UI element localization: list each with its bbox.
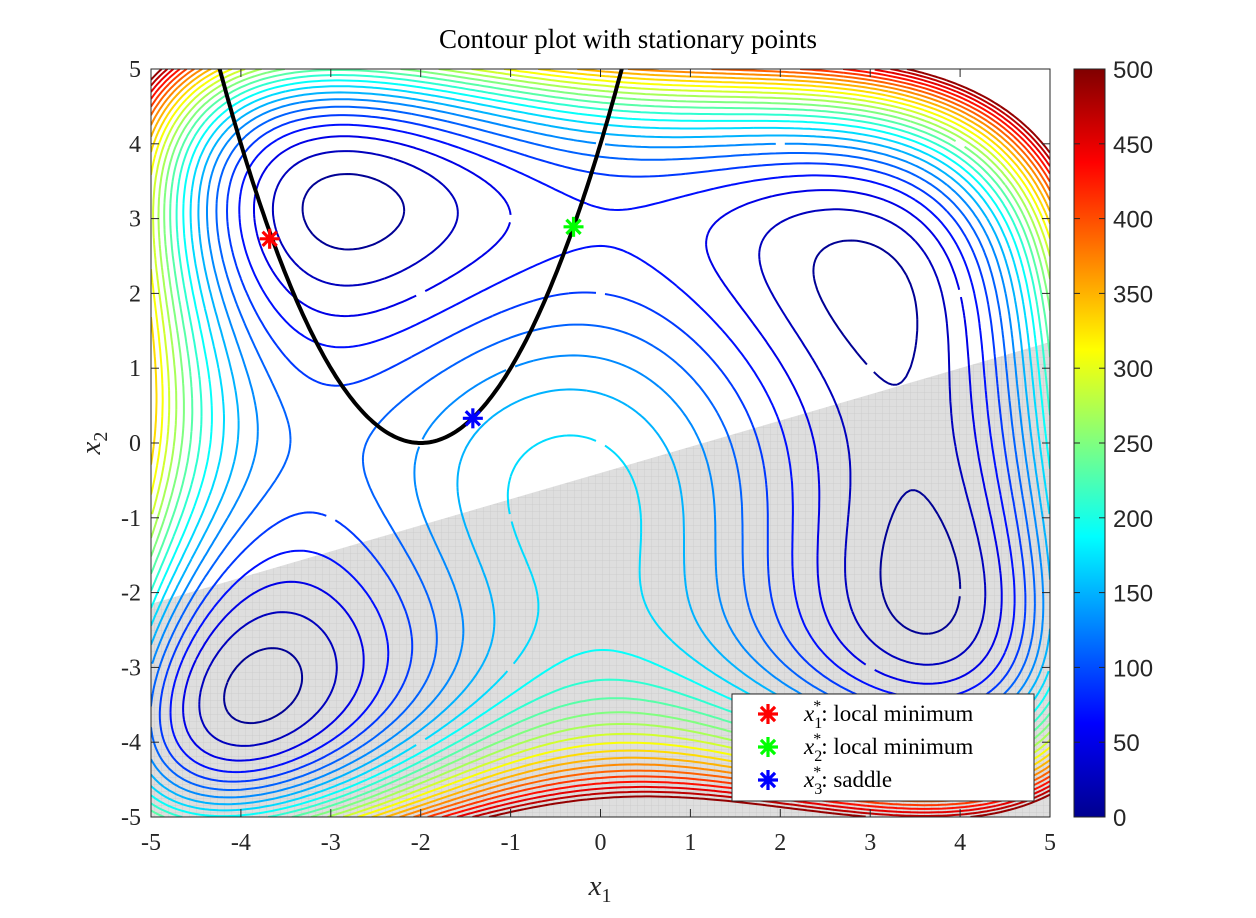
- x-tick-label: 2: [774, 830, 786, 856]
- constraint-curve: [217, 69, 624, 445]
- contour-line: [198, 150, 987, 747]
- y-tick-label: 5: [129, 57, 141, 83]
- colorbar-tick-label: 500: [1113, 57, 1153, 84]
- x-tick-label: 4: [954, 830, 966, 856]
- x-tick-label: -2: [411, 830, 431, 856]
- colorbar-tick-label: 450: [1113, 132, 1153, 159]
- colorbar-tick-label: 350: [1113, 281, 1153, 308]
- colorbar-tick-label: 0: [1113, 805, 1126, 832]
- contour-line: [223, 173, 962, 725]
- colorbar-tick-label: 150: [1113, 581, 1153, 608]
- x-axis-label: x1: [588, 870, 612, 907]
- x-axis-ticks: -5 -4 -3 -2 -1 0 1 2 3 4 5: [141, 69, 1056, 856]
- colorbar-tick-label: 300: [1113, 356, 1153, 383]
- legend-entry: x1*: local minimum: [803, 698, 973, 732]
- x-tick-label: -5: [141, 830, 161, 856]
- legend-entry: x2*: local minimum: [803, 731, 973, 765]
- x-tick-label: 0: [595, 830, 607, 856]
- x-tick-label: -4: [231, 830, 251, 856]
- y-tick-label: -1: [121, 506, 141, 532]
- y-tick-label: 0: [129, 431, 141, 457]
- y-tick-label: -4: [121, 730, 141, 756]
- contour-line: [151, 69, 1050, 817]
- legend-marker-1: [758, 704, 778, 724]
- x-tick-label: 3: [864, 830, 876, 856]
- y-tick-label: 2: [129, 281, 141, 307]
- legend-marker-2: [758, 737, 778, 757]
- contour-line: [169, 123, 1016, 774]
- colorbar-tick-label: 200: [1113, 506, 1153, 533]
- point-marker-3: [462, 408, 483, 429]
- y-axis-ticks: -5 -4 -3 -2 -1 0 1 2 3 4 5: [121, 57, 1050, 831]
- contour-line: [182, 135, 1003, 762]
- y-axis-label: x2: [75, 432, 112, 456]
- x-tick-label: 5: [1044, 830, 1056, 856]
- y-tick-label: -3: [121, 655, 141, 681]
- x-tick-label: -3: [321, 830, 341, 856]
- colorbar: 0 50 100 150 200 250 300 350 400 450 500: [1073, 57, 1153, 832]
- chart-title: Contour plot with stationary points: [439, 24, 817, 54]
- legend-entry: x3*: saddle: [803, 764, 892, 798]
- x-tick-label: -1: [501, 830, 521, 856]
- colorbar-tick-label: 400: [1113, 207, 1153, 234]
- y-tick-label: -5: [121, 805, 141, 831]
- colorbar-ticks: 0 50 100 150 200 250 300 350 400 450 500: [1074, 57, 1153, 832]
- contour-line: [151, 79, 1050, 817]
- colorbar-tick-label: 50: [1113, 730, 1140, 757]
- point-marker-1: [259, 228, 280, 249]
- colorbar-tick-label: 100: [1113, 655, 1153, 682]
- y-tick-label: -2: [121, 581, 141, 607]
- stationary-points: [259, 216, 584, 429]
- x-tick-label: 1: [684, 830, 696, 856]
- legend-marker-3: [758, 770, 778, 790]
- colorbar-tick-label: 250: [1113, 431, 1153, 458]
- y-tick-label: 1: [129, 356, 141, 382]
- y-tick-label: 3: [129, 207, 141, 233]
- y-tick-label: 4: [129, 132, 141, 158]
- point-marker-2: [563, 216, 584, 237]
- legend-box: [731, 693, 1035, 802]
